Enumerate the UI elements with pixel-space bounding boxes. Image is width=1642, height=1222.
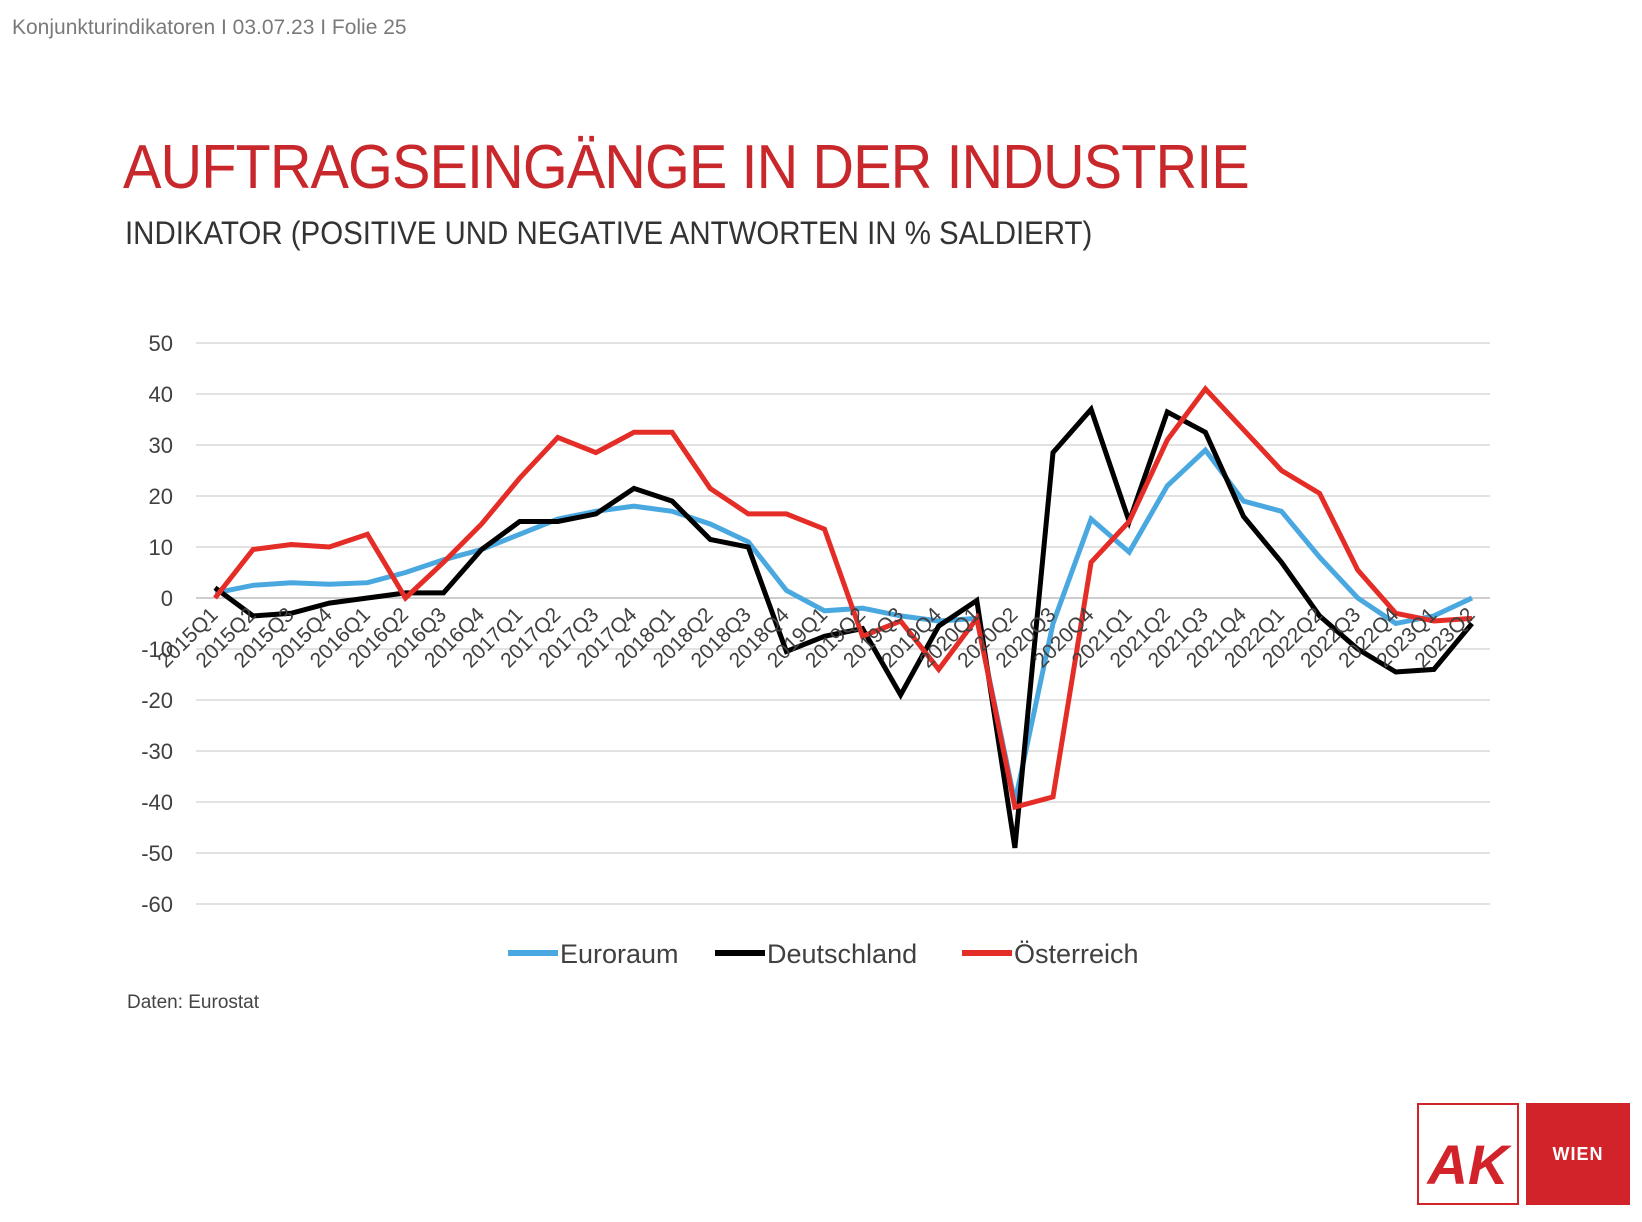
series-line-deutschland <box>213 404 1474 849</box>
data-source-note: Daten: Eurostat <box>127 992 260 1013</box>
slide-title: AUFTRAGSEINGÄNGE IN DER INDUSTRIE <box>123 133 1250 202</box>
y-tick-label: 40 <box>149 382 173 407</box>
y-tick-label: -20 <box>141 688 173 713</box>
chart-legend: Euroraum Deutschland Österreich <box>508 939 1139 969</box>
ak-logo-icon: AK <box>1426 1133 1512 1196</box>
logo-city-label: WIEN <box>1526 1103 1630 1205</box>
y-tick-label: 0 <box>161 586 173 611</box>
series-line-österreich <box>213 385 1473 811</box>
y-tick-label: 30 <box>149 433 173 458</box>
legend-label: Euroraum <box>560 939 679 969</box>
y-tick-label: 10 <box>149 535 173 560</box>
legend-label: Österreich <box>1014 939 1139 969</box>
y-tick-label: -10 <box>141 637 173 662</box>
y-tick-label: 20 <box>149 484 173 509</box>
y-tick-label: -60 <box>141 892 173 917</box>
y-tick-label: -40 <box>141 790 173 815</box>
legend-label: Deutschland <box>767 939 917 969</box>
slide-header-info: Konjunkturindikatoren I 03.07.23 I Folie… <box>12 16 407 39</box>
ak-logo: AK <box>1417 1103 1519 1205</box>
ak-logo-mark: AK <box>1426 1133 1512 1196</box>
chart-grid <box>196 342 1490 905</box>
y-tick-label: -30 <box>141 739 173 764</box>
y-tick-label: 50 <box>149 331 173 356</box>
chart-series <box>213 385 1474 849</box>
y-axis-tick-labels: 50 40 30 20 10 0 -10 -20 -30 -40 -50 -60 <box>141 331 173 917</box>
slide-subtitle: INDIKATOR (POSITIVE UND NEGATIVE ANTWORT… <box>125 215 1093 251</box>
series-line-euroraum <box>214 446 1474 803</box>
y-tick-label: -50 <box>141 841 173 866</box>
